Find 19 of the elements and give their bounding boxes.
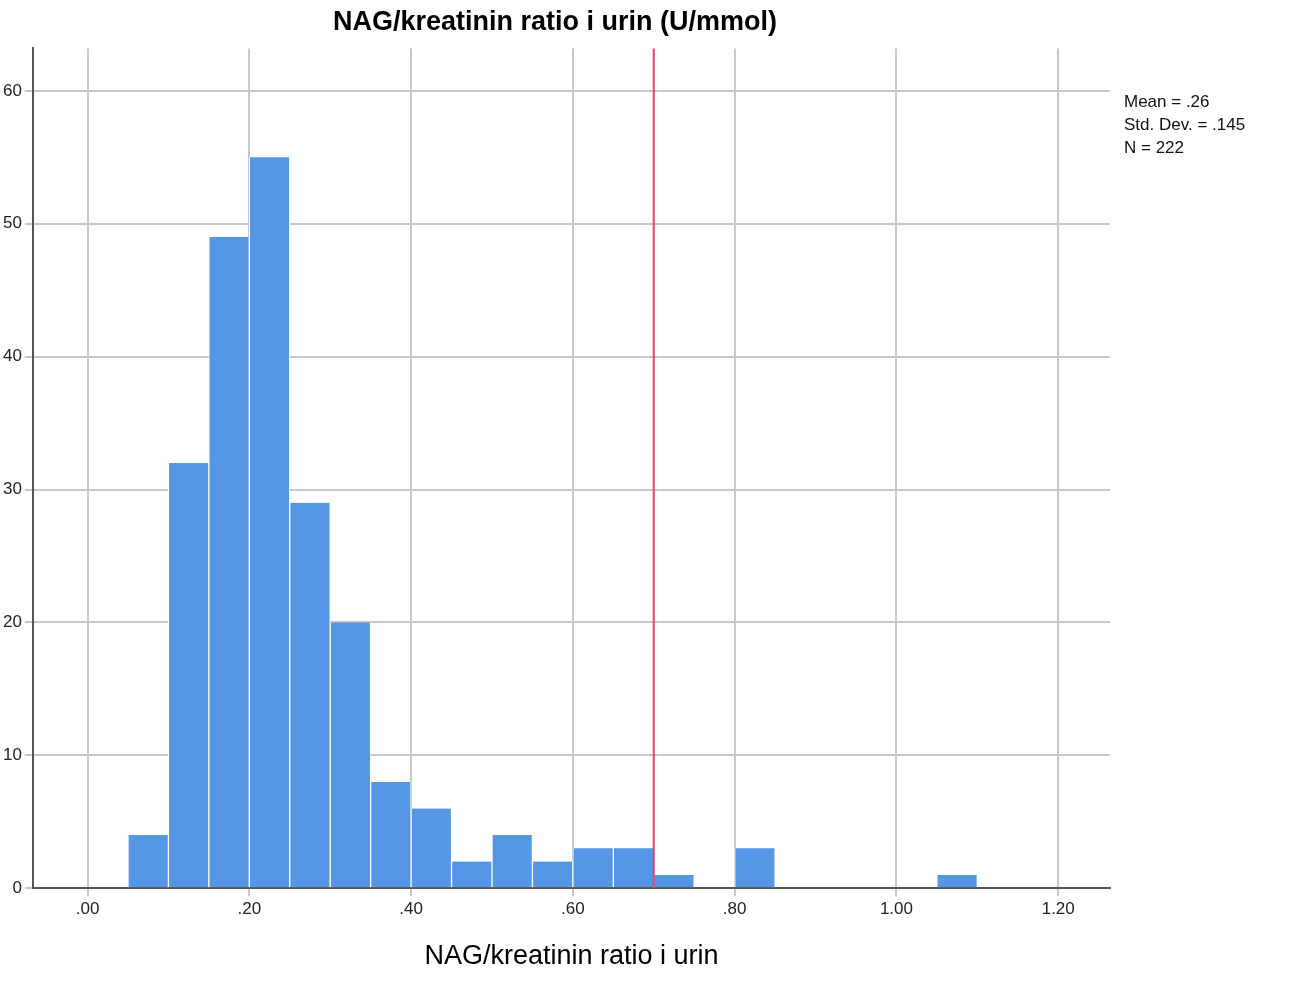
x-tick-label: .60	[561, 899, 585, 919]
y-tick-label: 0	[12, 877, 22, 897]
x-tick-label: .80	[722, 899, 747, 919]
chart-title: NAG/kreatinin ratio i urin (U/mmol)	[332, 5, 778, 36]
x-axis-title: NAG/kreatinin ratio i urin	[424, 940, 719, 971]
y-tick-label: 40	[2, 346, 22, 366]
text: Mean = .26	[1124, 91, 1211, 113]
y-tick-label: 60	[2, 80, 22, 100]
y-tick-label: 50	[2, 213, 22, 233]
x-tick-label: .40	[399, 899, 423, 919]
y-tick-label: 20	[2, 612, 22, 632]
text: Std. Dev. = .145	[1124, 114, 1246, 136]
text: N = 222	[1124, 137, 1185, 159]
y-tick-label: 30	[2, 479, 22, 499]
x-tick-label: .00	[75, 899, 100, 919]
y-tick-label: 10	[2, 745, 22, 765]
x-tick-label: 1.00	[879, 899, 913, 919]
x-tick-label: 1.20	[1041, 899, 1075, 919]
x-tick-label: .20	[237, 899, 262, 919]
